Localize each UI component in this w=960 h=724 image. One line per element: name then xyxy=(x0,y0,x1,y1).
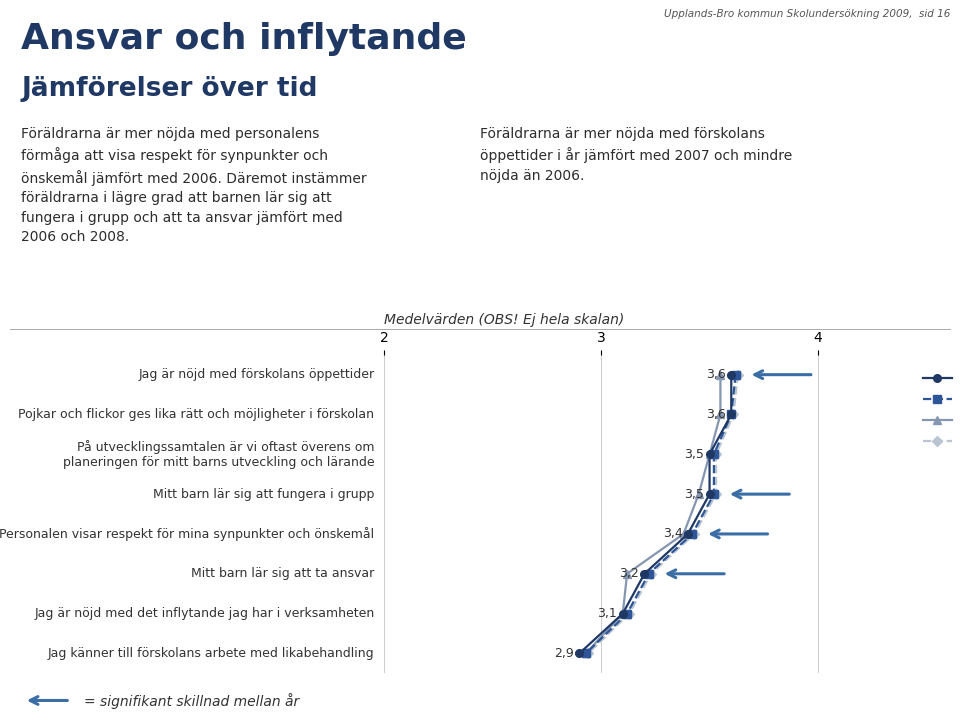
2009 xyxy=(704,489,715,498)
Text: Personalen visar respekt för mina synpunkter och önskemål: Personalen visar respekt för mina synpun… xyxy=(0,527,374,541)
2006 xyxy=(645,569,657,578)
2009 xyxy=(726,370,737,379)
Text: Upplands-Bro kommun Skolundersökning 2009,  sid 16: Upplands-Bro kommun Skolundersökning 200… xyxy=(664,9,950,19)
2007 xyxy=(714,370,726,379)
Text: Jämförelser över tid: Jämförelser över tid xyxy=(21,76,318,102)
Line: 2008: 2008 xyxy=(582,371,739,657)
Legend: 2009, 2008, 2007, 2006: 2009, 2008, 2007, 2006 xyxy=(918,368,960,454)
2009 xyxy=(638,569,650,578)
2007 xyxy=(704,450,715,459)
Text: På utvecklingssamtalen är vi oftast överens om
planeringen för mitt barns utveck: På utvecklingssamtalen är vi oftast över… xyxy=(62,439,374,469)
2009 xyxy=(704,450,715,459)
Text: 3,5: 3,5 xyxy=(684,488,704,500)
Text: Mitt barn lär sig att ta ansvar: Mitt barn lär sig att ta ansvar xyxy=(191,568,374,580)
Text: Pojkar och flickor ges lika rätt och möjligheter i förskolan: Pojkar och flickor ges lika rätt och möj… xyxy=(18,408,374,421)
2009 xyxy=(573,649,585,657)
Text: Ansvar och inflytande: Ansvar och inflytande xyxy=(21,22,467,56)
2006 xyxy=(710,489,722,498)
2007 xyxy=(714,410,726,418)
Text: Jag är nöjd med förskolans öppettider: Jag är nöjd med förskolans öppettider xyxy=(138,369,374,381)
2008 xyxy=(643,569,655,578)
2007 xyxy=(678,530,689,539)
2006 xyxy=(583,649,594,657)
2007 xyxy=(580,649,591,657)
Text: 3,4: 3,4 xyxy=(662,528,683,540)
Line: 2009: 2009 xyxy=(575,371,735,657)
2008 xyxy=(726,410,737,418)
Text: 3,5: 3,5 xyxy=(684,448,704,460)
2006 xyxy=(732,370,744,379)
Text: Föräldrarna är mer nöjda med förskolans
öppettider i år jämfört med 2007 och min: Föräldrarna är mer nöjda med förskolans … xyxy=(480,127,792,182)
Text: 2,9: 2,9 xyxy=(554,647,574,660)
Text: = signifikant skillnad mellan år: = signifikant skillnad mellan år xyxy=(84,693,299,709)
Text: 3,6: 3,6 xyxy=(707,369,726,381)
2006 xyxy=(688,530,700,539)
2008 xyxy=(580,649,591,657)
Text: Medelvärden (OBS! Ej hela skalan): Medelvärden (OBS! Ej hela skalan) xyxy=(384,313,624,327)
2008 xyxy=(708,489,720,498)
Text: Föräldrarna är mer nöjda med personalens
förmåga att visa respekt för synpunkter: Föräldrarna är mer nöjda med personalens… xyxy=(21,127,367,244)
2006 xyxy=(710,450,722,459)
Text: 3,2: 3,2 xyxy=(619,568,639,580)
2007 xyxy=(693,489,705,498)
2009 xyxy=(726,410,737,418)
2007 xyxy=(621,569,633,578)
Text: Jag känner till förskolans arbete med likabehandling: Jag känner till förskolans arbete med li… xyxy=(48,647,374,660)
2009 xyxy=(617,610,629,618)
2008 xyxy=(686,530,698,539)
2006 xyxy=(728,410,739,418)
Text: 3,6: 3,6 xyxy=(707,408,726,421)
2006 xyxy=(623,610,635,618)
Line: 2007: 2007 xyxy=(582,371,724,657)
2008 xyxy=(730,370,741,379)
2008 xyxy=(708,450,720,459)
2007 xyxy=(617,610,629,618)
Line: 2006: 2006 xyxy=(585,371,742,657)
2008 xyxy=(621,610,633,618)
Text: Mitt barn lär sig att fungera i grupp: Mitt barn lär sig att fungera i grupp xyxy=(153,488,374,500)
Text: 3,1: 3,1 xyxy=(597,607,617,620)
Text: Jag är nöjd med det inflytande jag har i verksamheten: Jag är nöjd med det inflytande jag har i… xyxy=(35,607,374,620)
2009 xyxy=(683,530,694,539)
